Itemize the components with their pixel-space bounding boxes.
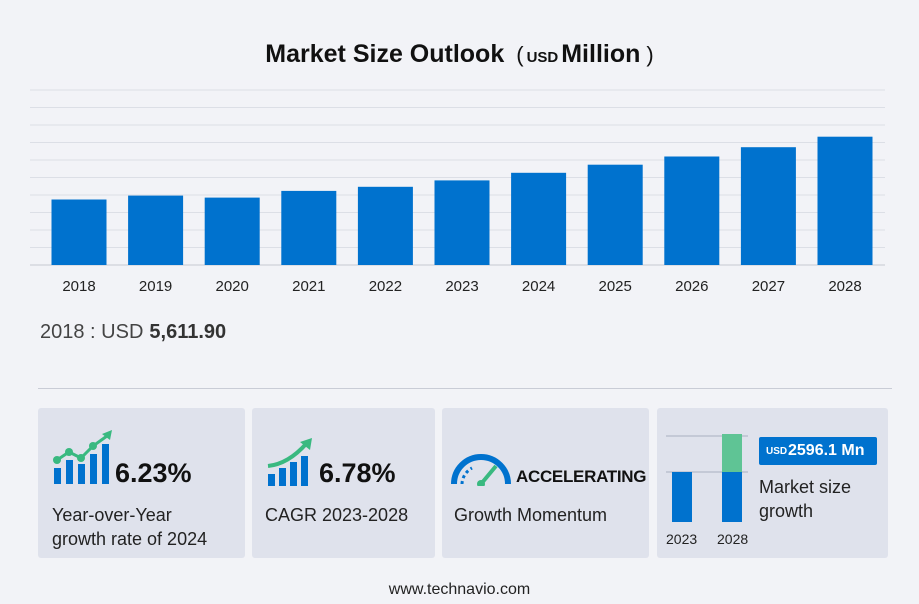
mini-year-start: 2023 [666, 531, 698, 547]
growth-desc-line1: Market size [759, 477, 852, 497]
growth-chart-icon [53, 430, 112, 484]
yoy-value: 6.23% [115, 458, 192, 488]
title-close-paren: ) [646, 42, 654, 67]
base-year-label: 2018 : USD [40, 321, 144, 343]
chart-title: Market Size Outlook (USD Million) [0, 40, 919, 69]
trend-up-icon [267, 438, 312, 486]
title-scale: Million [561, 40, 641, 68]
x-tick-label-2018: 2018 [62, 278, 95, 295]
mini-bar-2023 [672, 472, 692, 522]
bar-2020 [204, 197, 260, 265]
speedometer-icon [451, 454, 511, 486]
bar-2028 [817, 136, 873, 265]
yoy-desc-line2: growth rate of 2024 [52, 529, 208, 549]
growth-badge-value: 2596.1 Mn [788, 442, 865, 459]
bar-2019 [128, 195, 184, 265]
yoy-desc: Year-over-Year growth rate of 2024 [52, 503, 207, 551]
bar-2025 [587, 164, 643, 265]
footer-url: www.technavio.com [388, 581, 531, 598]
x-tick-label-2026: 2026 [675, 278, 708, 295]
base-year-value: 2018 : USD 5,611.90 [40, 321, 226, 344]
x-tick-label-2023: 2023 [445, 278, 478, 295]
growth-desc: Market size growth [759, 475, 851, 523]
base-year-amount: 5,611.90 [149, 321, 227, 343]
bar-2027 [740, 147, 796, 265]
x-tick-label-2025: 2025 [599, 278, 632, 295]
title-unit: USD [526, 49, 559, 66]
title-main: Market Size Outlook [265, 40, 505, 68]
growth-card [657, 408, 888, 558]
mini-bar-2028 [722, 472, 742, 522]
growth-badge-unit: USD [766, 446, 788, 457]
bar-2021 [281, 190, 337, 265]
divider [38, 388, 892, 389]
x-tick-label-2019: 2019 [139, 278, 172, 295]
momentum-card: ACCELERATING Growth Momentum [442, 408, 649, 558]
cagr-value: 6.78% [319, 458, 396, 488]
mini-growth-chart [666, 434, 748, 522]
x-tick-label-2022: 2022 [369, 278, 402, 295]
x-tick-label-2020: 2020 [216, 278, 249, 295]
yoy-desc-line1: Year-over-Year [52, 505, 172, 525]
x-tick-label-2028: 2028 [828, 278, 861, 295]
bar-2024 [511, 172, 567, 265]
x-tick-label-2024: 2024 [522, 278, 555, 295]
bar-2022 [357, 186, 413, 265]
bar-2023 [434, 180, 490, 265]
cagr-desc: CAGR 2023-2028 [265, 505, 409, 525]
yoy-card: 6.23% Year-over-Year growth rate of 2024 [38, 408, 245, 558]
bar-2018 [51, 199, 107, 265]
momentum-desc: Growth Momentum [454, 505, 608, 525]
bar-2026 [664, 156, 720, 265]
cagr-card: 6.78% CAGR 2023-2028 [252, 408, 435, 558]
mini-year-end: 2028 [717, 531, 749, 547]
mini-bar-growth-segment [722, 434, 742, 472]
x-tick-label-2021: 2021 [292, 278, 325, 295]
x-tick-label-2027: 2027 [752, 278, 785, 295]
growth-badge: USD 2596.1 Mn [759, 437, 877, 465]
growth-desc-line2: growth [759, 501, 814, 521]
bar-chart: 2018 2019 2020 2021 2022 2023 2024 2025 2026 2027… [30, 89, 885, 295]
title-open-paren: ( [516, 42, 524, 67]
momentum-value: ACCELERATING [516, 467, 647, 486]
